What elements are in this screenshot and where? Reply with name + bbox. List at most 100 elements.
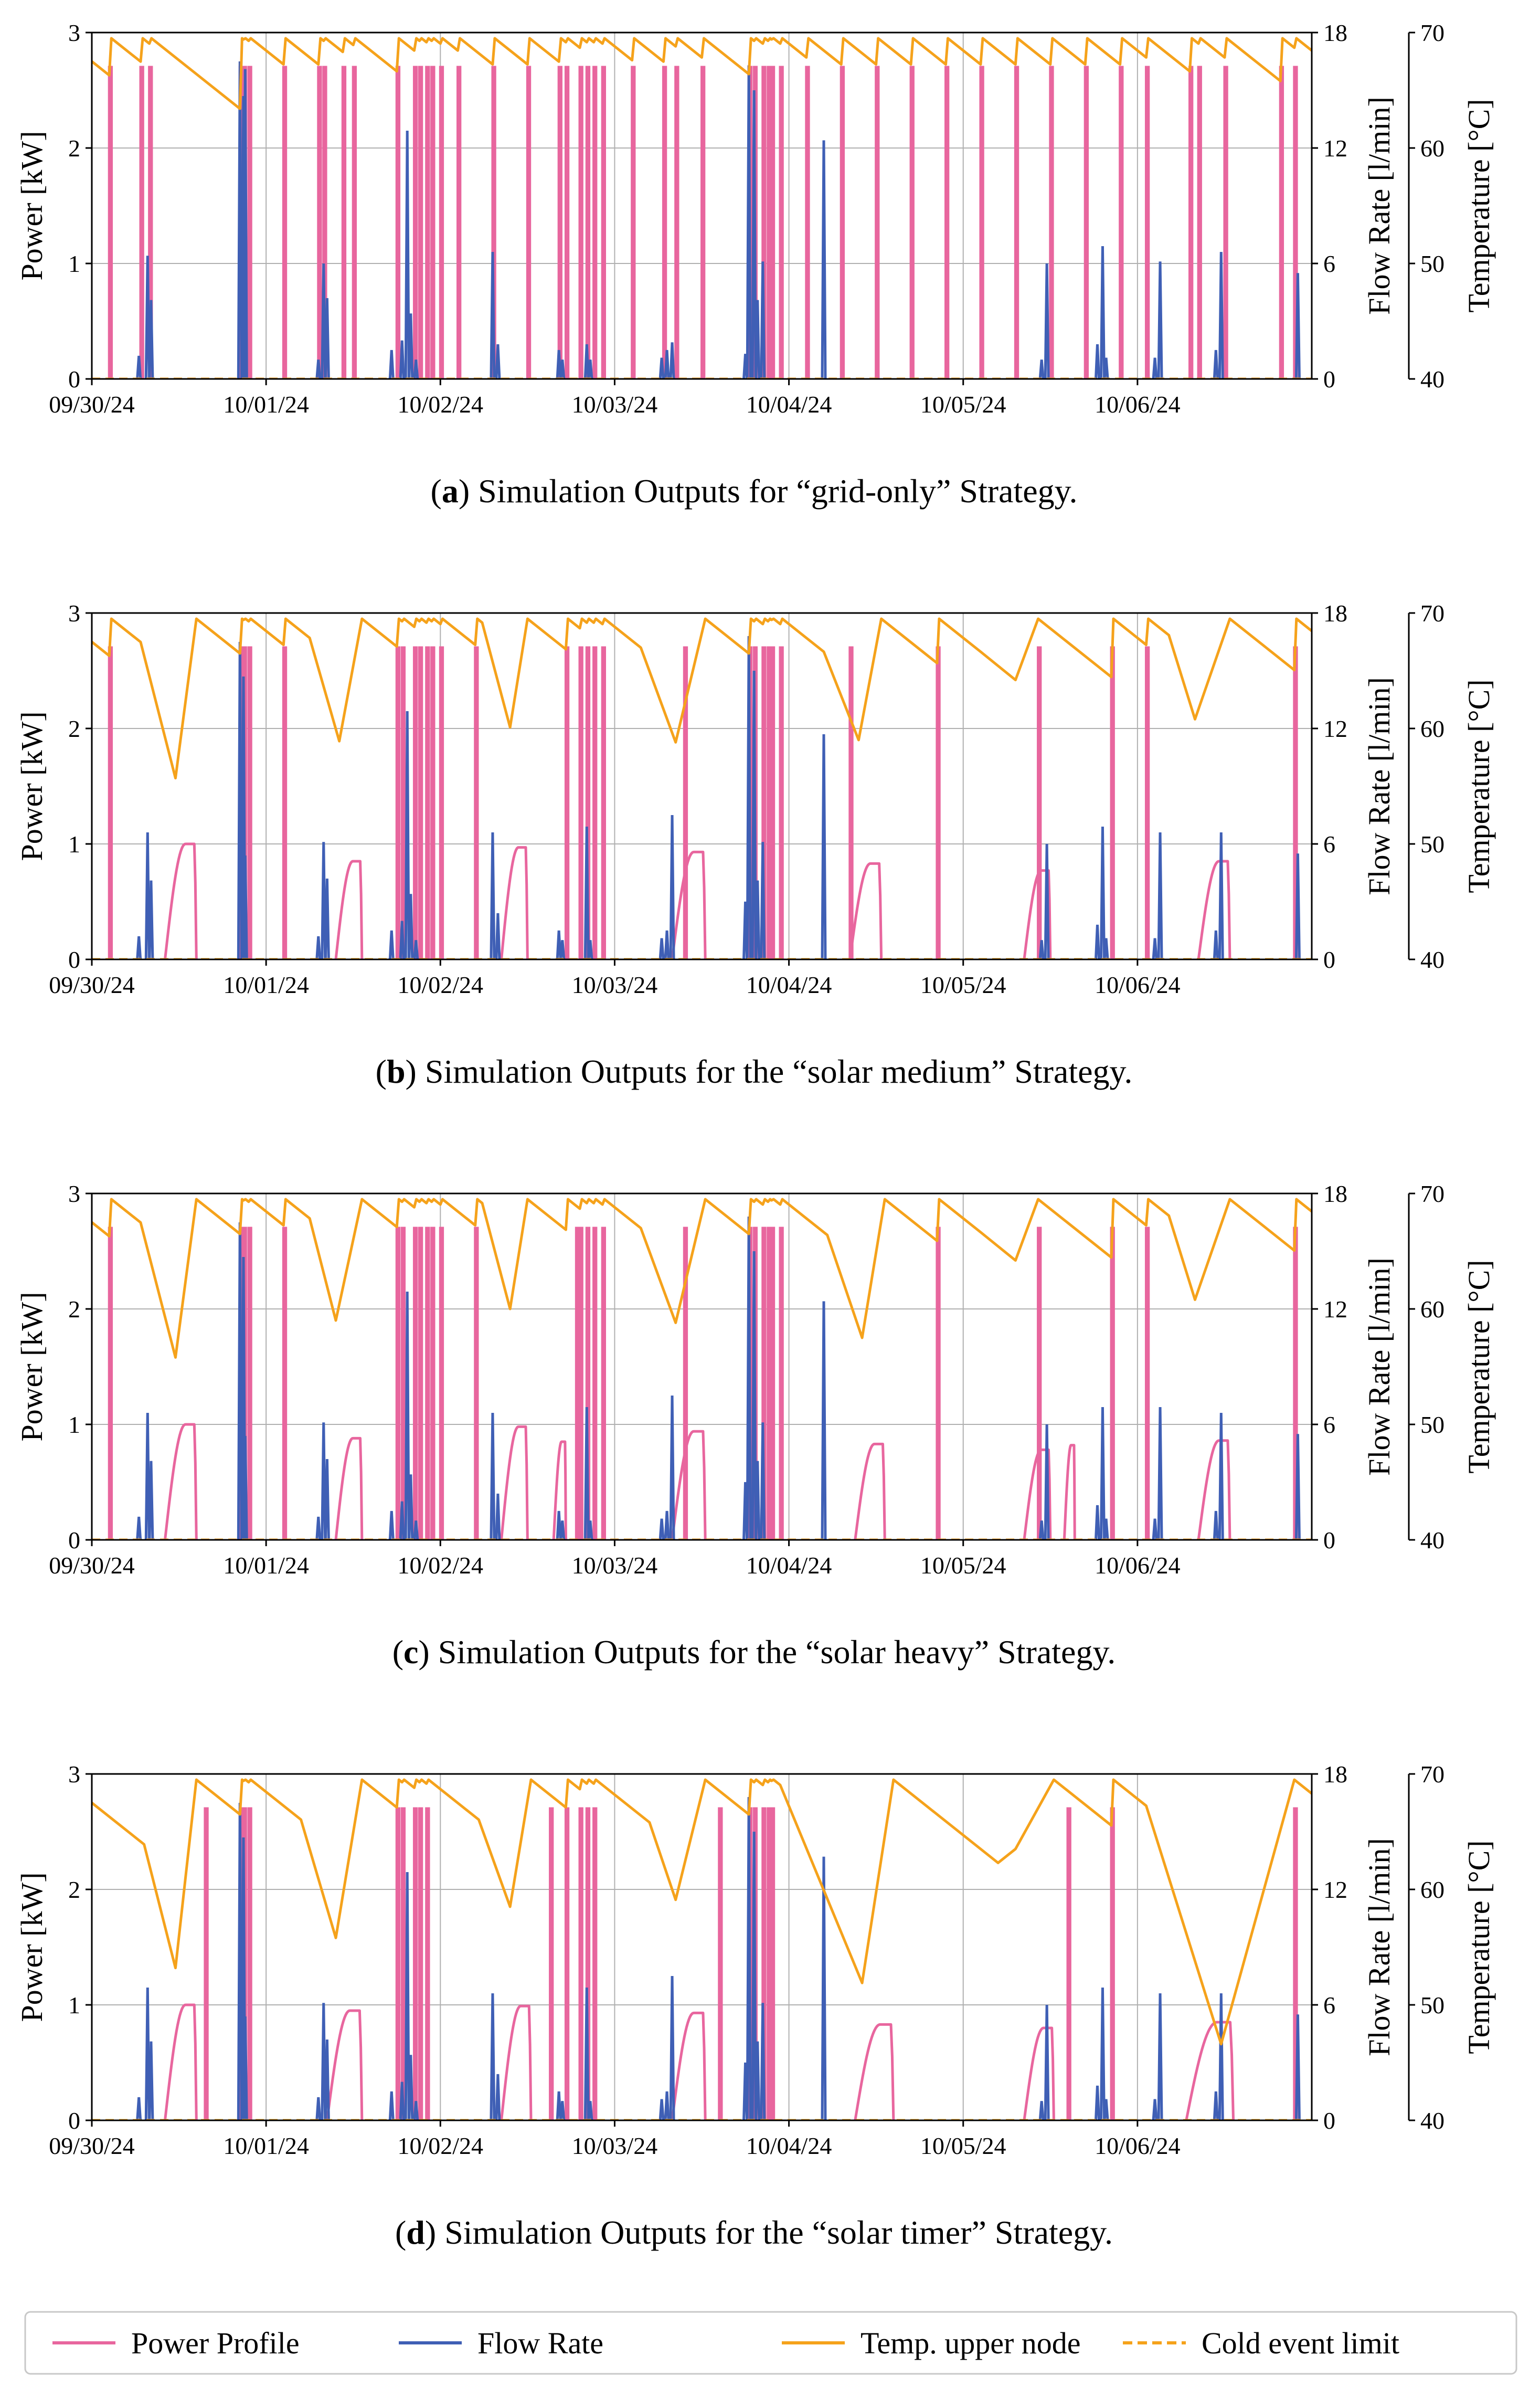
flow-spike — [659, 2099, 665, 2120]
x-tick-label: 09/30/24 — [49, 971, 135, 998]
flow-spike — [242, 69, 248, 379]
flow-tick-label: 6 — [1323, 250, 1335, 277]
power-pulse — [1188, 66, 1194, 379]
x-tick-label: 10/01/24 — [223, 1552, 309, 1579]
power-solar-hump — [1197, 860, 1231, 959]
flow-spike — [242, 1435, 248, 1540]
temp-tick-label: 40 — [1420, 366, 1445, 393]
power-pulse — [662, 66, 667, 379]
flow-spike — [1044, 2004, 1050, 2120]
power-pulse — [1084, 66, 1089, 379]
temperature-axis-label: Temperature [°C] — [1462, 679, 1496, 893]
power-pulse — [282, 66, 288, 379]
power-pulse — [425, 646, 430, 959]
flow-spike — [559, 2101, 566, 2120]
flow-spike — [324, 1459, 330, 1540]
flow-spike — [1157, 261, 1163, 379]
flow-spike — [148, 300, 154, 379]
power-pulse — [592, 646, 598, 959]
power-pulse — [592, 1807, 598, 2120]
power-pulse — [1037, 646, 1042, 959]
flow-tick-label: 18 — [1323, 1761, 1347, 1788]
power-solar-hump — [500, 1425, 529, 1540]
power-axis-label: Power [kW] — [15, 1872, 49, 2022]
power-pulse — [674, 66, 679, 379]
x-tick-label: 10/05/24 — [920, 391, 1006, 418]
power-solar-hump — [671, 850, 707, 959]
power-tick-label: 1 — [68, 831, 80, 858]
power-pulse — [412, 66, 418, 379]
power-pulse — [585, 1807, 591, 2120]
flow-spike — [321, 2003, 327, 2120]
power-pulse — [439, 66, 444, 379]
flow-spike — [751, 90, 757, 379]
flow-tick-label: 18 — [1323, 1180, 1347, 1207]
power-pulse — [979, 66, 984, 379]
flow-spike — [242, 2016, 248, 2120]
power-tick-label: 1 — [68, 1411, 80, 1438]
power-pulse — [779, 646, 784, 959]
x-tick-label: 10/03/24 — [572, 1552, 658, 1579]
x-tick-label: 10/02/24 — [398, 1552, 484, 1579]
power-pulse — [439, 1227, 444, 1540]
x-tick-label: 10/03/24 — [572, 971, 658, 998]
power-pulse — [767, 66, 772, 379]
flow-spike — [1038, 2101, 1045, 2120]
flow-spike — [659, 938, 665, 959]
plot-frame — [91, 612, 1313, 960]
power-pulse — [418, 66, 423, 379]
flow-spike — [413, 2101, 419, 2120]
power-pulse — [1119, 66, 1124, 379]
power-pulse — [909, 66, 915, 379]
power-pulse — [683, 1227, 688, 1540]
power-pulse — [578, 1807, 583, 2120]
flow-spike — [315, 936, 322, 959]
flow-spike — [144, 1412, 151, 1540]
caption-prefix: ( — [395, 2214, 406, 2251]
power-solar-hump — [671, 1430, 707, 1540]
power-pulse — [282, 646, 288, 959]
power-pulse — [204, 1807, 209, 2120]
power-pulse — [412, 1807, 418, 2120]
flow-tick-label: 0 — [1323, 2107, 1335, 2134]
flow-spike — [559, 940, 566, 959]
x-tick-label: 10/01/24 — [223, 2132, 309, 2159]
power-pulse — [1066, 1807, 1071, 2120]
caption-text: ) Simulation Outputs for the “solar time… — [425, 2214, 1113, 2251]
legend-label: Temp. upper node — [861, 2326, 1081, 2360]
power-pulse — [148, 66, 153, 379]
flow-spike — [404, 711, 410, 959]
flow-spike — [1044, 843, 1050, 959]
power-tick-label: 2 — [68, 1296, 80, 1323]
flow-spike — [669, 815, 675, 959]
power-pulse — [592, 66, 598, 379]
power-pulse — [317, 66, 322, 379]
caption-text: ) Simulation Outputs for “grid-only” Str… — [459, 472, 1078, 510]
power-solar-hump — [164, 2003, 198, 2120]
flow-tick-label: 6 — [1323, 1992, 1335, 2019]
caption-prefix: ( — [376, 1053, 387, 1090]
power-pulse — [770, 66, 776, 379]
power-solar-hump — [854, 2023, 895, 2120]
power-pulse — [247, 1227, 252, 1540]
flow-spike — [148, 880, 154, 959]
caption-letter: b — [387, 1053, 406, 1090]
flow-spike — [242, 855, 248, 959]
flow-spike — [413, 360, 419, 379]
power-pulse — [944, 66, 950, 379]
flow-spike — [399, 1501, 405, 1540]
flow-spike — [408, 1474, 414, 1540]
flow-spike — [1157, 1407, 1163, 1540]
power-solar-hump — [848, 862, 883, 959]
power-pulse — [395, 646, 401, 959]
temp-tick-label: 60 — [1420, 715, 1445, 742]
power-pulse — [1293, 66, 1298, 379]
x-tick-label: 10/05/24 — [920, 971, 1006, 998]
flow-spike — [587, 360, 593, 379]
flow-spike — [388, 1510, 395, 1540]
power-pulse — [1049, 66, 1054, 379]
power-tick-label: 3 — [68, 1180, 80, 1207]
flow-spike — [1038, 360, 1045, 379]
flow-spike — [388, 2091, 395, 2120]
temp-upper-node-line — [92, 617, 1312, 780]
